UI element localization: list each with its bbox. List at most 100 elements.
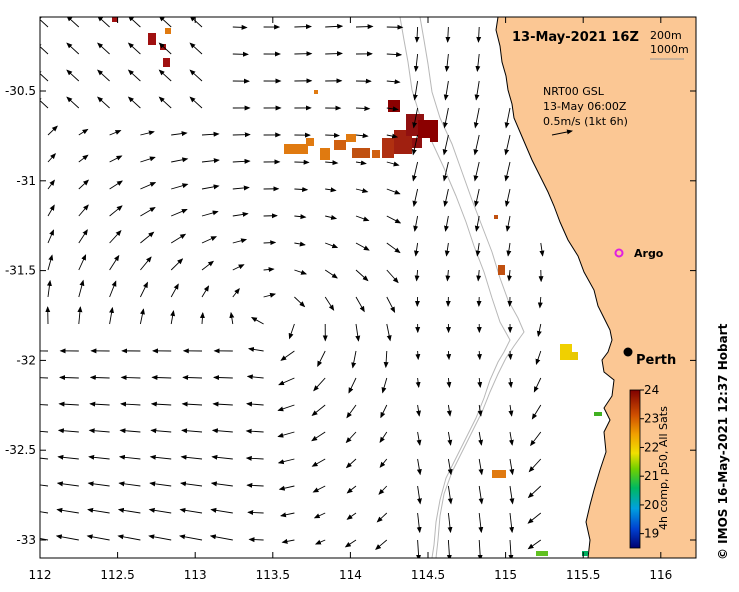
sst-pixel-patch [560, 344, 572, 360]
current-vector [189, 96, 203, 109]
current-vector [97, 42, 110, 55]
y-tick-label: -33 [16, 533, 36, 547]
x-tick-label: 112 [29, 568, 52, 582]
x-tick-label: 112.5 [100, 568, 134, 582]
current-vector [209, 534, 233, 541]
current-vector [412, 80, 419, 101]
current-vector [325, 214, 338, 220]
vector-scale-arrow [551, 129, 573, 136]
x-tick-label: 114.5 [411, 568, 445, 582]
current-vector [211, 428, 233, 434]
current-vector [78, 254, 87, 271]
current-vector [201, 184, 220, 190]
current-vector [118, 481, 141, 487]
current-vector [40, 511, 49, 514]
current-vector [210, 481, 233, 487]
current-vector [40, 377, 49, 379]
current-vector [179, 507, 203, 514]
current-vector [40, 42, 49, 55]
current-vector [325, 242, 339, 249]
current-vector [386, 269, 399, 284]
current-vector [78, 179, 90, 190]
current-vector [447, 458, 453, 476]
current-vector [201, 285, 210, 298]
current-vector [443, 188, 449, 207]
current-vector [508, 377, 513, 389]
x-tick-label: 113.5 [256, 568, 290, 582]
colorbar-tick-label: 21 [644, 469, 659, 483]
current-vector [386, 161, 400, 167]
current-vector [182, 375, 203, 381]
current-vector [277, 458, 295, 465]
current-vector [201, 260, 215, 271]
current-vector [379, 458, 388, 468]
current-vector [181, 401, 203, 407]
current-vector [263, 292, 277, 298]
current-vector [40, 538, 49, 541]
current-vector [443, 80, 449, 101]
current-vector [139, 281, 148, 298]
current-vector [477, 377, 483, 389]
current-vector [158, 42, 172, 55]
current-vector [140, 256, 152, 271]
current-vector [78, 204, 89, 217]
sst-pixel-patch [536, 551, 548, 556]
current-vector [213, 375, 233, 381]
current-vector [355, 242, 370, 251]
current-vector [201, 158, 220, 164]
current-vector [416, 458, 422, 476]
current-vector [476, 26, 482, 43]
current-vector [117, 507, 141, 514]
current-vector [211, 454, 233, 460]
current-vector [245, 455, 264, 461]
current-vector [140, 130, 155, 136]
current-vector [40, 457, 49, 460]
sst-pixel-patch [418, 120, 438, 138]
current-vector [533, 377, 542, 393]
current-vector [47, 125, 58, 136]
current-vector [311, 458, 326, 467]
current-vector [78, 229, 88, 244]
current-vector [311, 404, 326, 417]
current-vector [294, 24, 313, 30]
current-vector [447, 485, 453, 505]
current-vector [201, 210, 219, 217]
current-vector [506, 269, 512, 282]
current-vector [77, 306, 83, 325]
current-vector [527, 512, 542, 524]
current-vector [411, 161, 419, 182]
current-vector [355, 160, 367, 166]
current-vector [117, 534, 141, 541]
current-vector [97, 17, 110, 28]
current-vector [201, 131, 220, 137]
current-vector [412, 188, 419, 207]
sst-pixel-patch [594, 412, 602, 416]
current-vector [443, 107, 449, 129]
current-vector [383, 350, 389, 369]
colorbar [629, 389, 641, 549]
current-vector [325, 187, 337, 193]
current-vector [509, 512, 515, 534]
current-vector [509, 485, 515, 505]
current-vector [477, 539, 483, 558]
x-tick-label: 114 [339, 568, 362, 582]
current-vector [346, 512, 357, 520]
current-vector [355, 133, 369, 139]
current-vector [66, 96, 80, 109]
current-vector [416, 539, 422, 558]
x-tick-label: 113 [184, 568, 207, 582]
current-vector [445, 269, 451, 282]
current-vector [148, 534, 172, 541]
current-vector [148, 507, 172, 514]
sst-pixel-patch [570, 352, 578, 360]
x-tick-label: 116 [649, 568, 672, 582]
current-vector [386, 242, 401, 254]
current-vector [109, 254, 120, 271]
current-vector [232, 287, 240, 298]
current-vector [246, 374, 264, 380]
current-vector [139, 308, 145, 325]
current-vector [89, 401, 110, 407]
current-vector [446, 377, 452, 389]
current-vector [46, 279, 52, 298]
current-vector [55, 534, 79, 541]
